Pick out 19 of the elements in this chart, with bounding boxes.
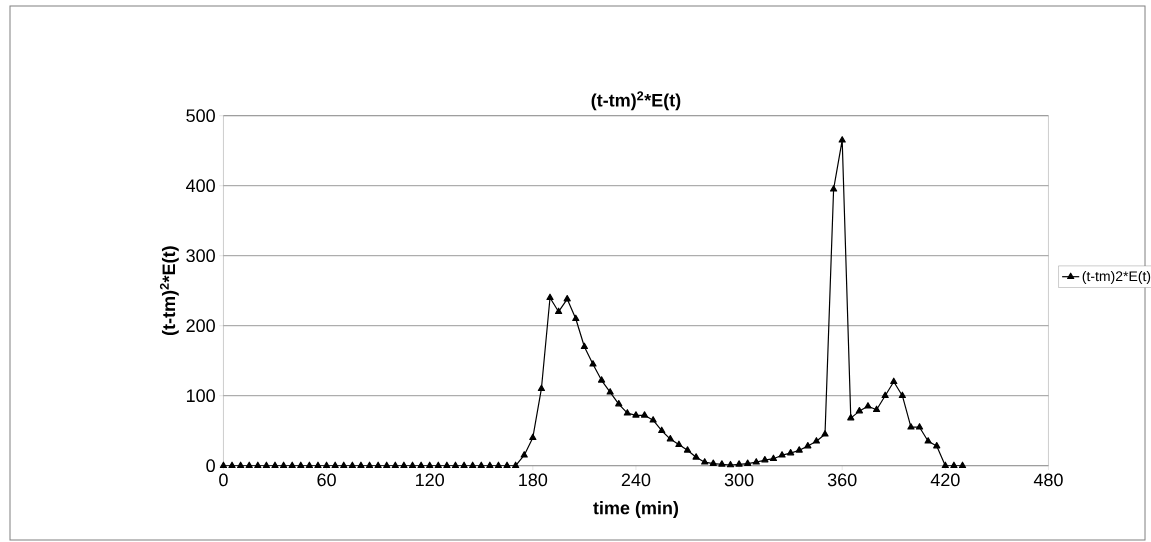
x-tick-label: 120 [416,473,445,487]
y-tick-label: 500 [186,109,215,123]
y-axis-title: (t-tm)$^{2}$*E(t) [159,246,179,336]
x-tick-label: 420 [930,473,960,487]
x-tick-label: 360 [827,473,857,487]
x-tick-label: 300 [724,473,754,487]
y-tick-label: 400 [186,179,215,193]
x-tick-label: 0 [219,473,228,487]
y-tick-label: 300 [186,249,215,263]
y-tick-label: 100 [186,389,215,403]
y-tick-label: 200 [186,319,215,333]
x-axis-title: time (min) [593,501,679,518]
legend-label: (t-tm)2*E(t) [1082,270,1151,284]
y-tick-label: 0 [206,459,215,473]
x-tick-label: 480 [1033,473,1063,487]
x-tick-label: 180 [519,473,548,487]
chart-title: (t-tm)$^{2}$*E(t) [591,91,681,111]
x-tick-label: 60 [317,473,336,487]
x-tick-label: 240 [621,473,651,487]
